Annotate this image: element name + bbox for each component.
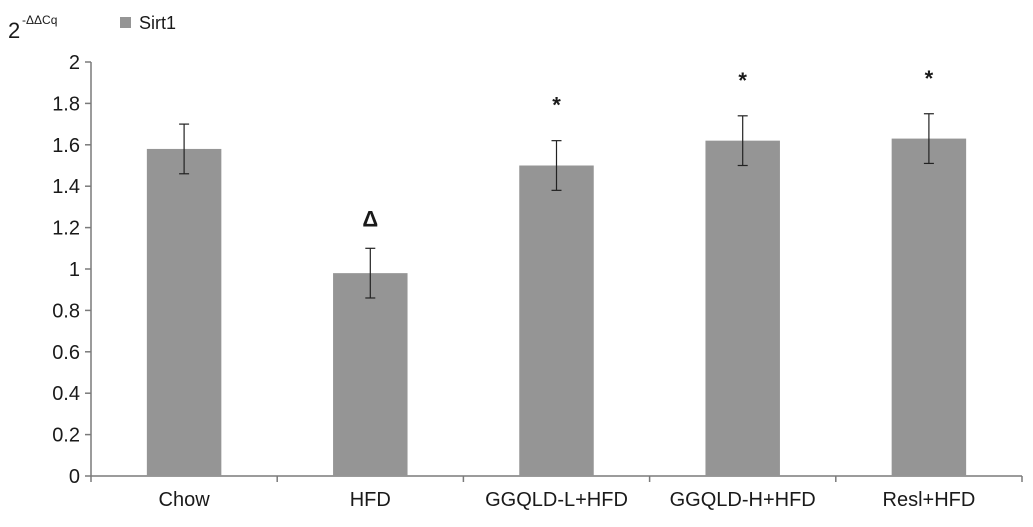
- bar-hfd: [333, 273, 408, 476]
- significance-asterisk: *: [738, 68, 747, 93]
- y-tick-label: 1.4: [52, 176, 80, 198]
- bar-ggqld-h-hfd: [705, 140, 780, 476]
- x-tick-label: GGQLD-H+HFD: [670, 489, 816, 511]
- significance-asterisk: *: [552, 93, 561, 118]
- y-tick-label: 0.2: [52, 425, 80, 447]
- y-axis-label: 2: [8, 18, 20, 43]
- y-tick-label: 1.6: [52, 135, 80, 157]
- x-tick-label: Chow: [159, 489, 211, 511]
- y-axis-label-exponent: -ΔΔCq: [22, 13, 57, 27]
- significance-asterisk: *: [925, 66, 934, 91]
- y-tick-label: 2: [69, 52, 80, 74]
- y-tick-label: 0: [69, 466, 80, 488]
- bar-resl-hfd: [891, 138, 967, 476]
- legend-label: Sirt1: [139, 13, 176, 33]
- y-tick-label: 0.4: [52, 383, 80, 405]
- labels: 0 0.2 0.4 0.6 0.8 1 1.2 1.4 1.6 1.8 2 Chow Δ HFD * GGQL…: [52, 52, 975, 511]
- legend-swatch: [120, 17, 131, 28]
- bars: [146, 113, 967, 476]
- delta-annotation: Δ: [362, 206, 378, 231]
- y-tick-label: 1.2: [52, 218, 80, 240]
- y-tick-label: 1: [69, 259, 80, 281]
- y-tick-label: 0.6: [52, 342, 80, 364]
- bar-ggqld-l-hfd: [519, 165, 594, 476]
- x-tick-label: Resl+HFD: [883, 489, 976, 511]
- y-tick-label: 1.8: [52, 93, 80, 115]
- y-tick-label: 0.8: [52, 300, 80, 322]
- x-tick-label: GGQLD-L+HFD: [485, 489, 628, 511]
- bar-chow: [146, 148, 222, 476]
- x-tick-label: HFD: [350, 489, 391, 511]
